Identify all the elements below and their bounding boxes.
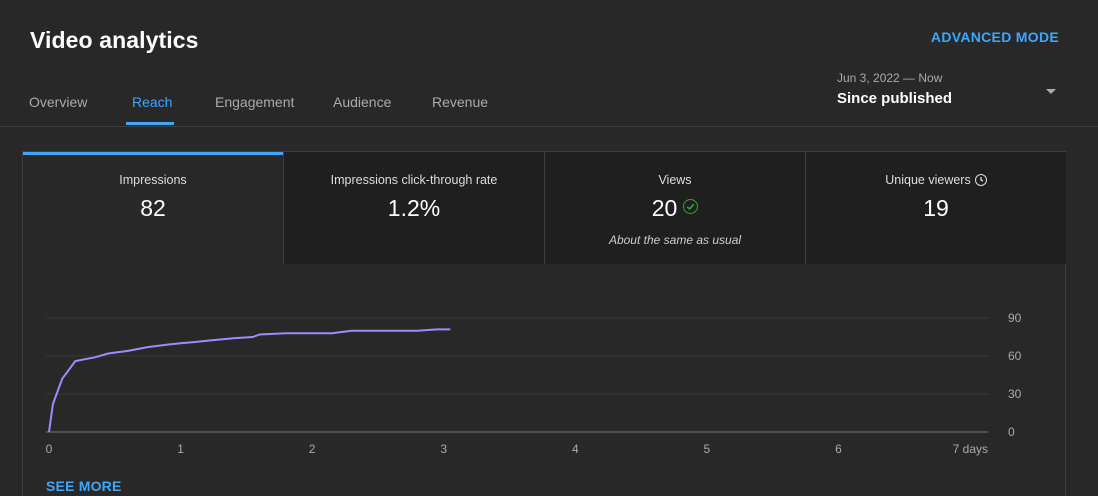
see-more-link[interactable]: SEE MORE (46, 478, 122, 494)
metric-impressions[interactable]: Impressions 82 (23, 152, 283, 264)
clock-icon[interactable] (974, 174, 987, 186)
metric-label: Views (658, 173, 692, 187)
metrics-card: Impressions 82 Impressions click-through… (22, 151, 1066, 496)
metric-value-row: 20 (545, 195, 805, 222)
divider (283, 152, 284, 264)
metric-views[interactable]: Views 20 About the same as usual (545, 152, 805, 264)
x-tick-label: 4 (572, 442, 579, 456)
divider (544, 152, 545, 264)
page-title: Video analytics (30, 27, 199, 53)
x-tick-label: 5 (704, 442, 711, 456)
x-tick-label: 1 (177, 442, 184, 456)
tab-reach[interactable]: Reach (132, 94, 173, 110)
metric-note: About the same as usual (608, 233, 742, 247)
tab-revenue[interactable]: Revenue (432, 94, 489, 110)
date-range-text: Jun 3, 2022 — Now (837, 71, 943, 85)
date-range-label: Since published (837, 90, 953, 107)
metric-value: 82 (140, 195, 166, 221)
check-circle-icon (683, 199, 699, 214)
metric-label-row: Unique viewers (806, 173, 1066, 187)
metric-value: 1.2% (387, 195, 441, 221)
x-tick-label: 3 (440, 442, 447, 456)
metric-label: Impressions (119, 173, 187, 187)
metric-ctr[interactable]: Impressions click-through rate 1.2% (284, 152, 544, 264)
active-tab-indicator (126, 122, 174, 125)
y-tick-label: 0 (1008, 425, 1015, 439)
metric-value: 19 (923, 195, 949, 221)
x-tick-label: 2 (309, 442, 316, 456)
x-tick-label: 7 days (953, 442, 988, 456)
metric-label: Impressions click-through rate (330, 173, 498, 187)
y-tick-label: 60 (1008, 349, 1022, 363)
header-divider (0, 126, 1098, 127)
tab-audience[interactable]: Audience (333, 94, 392, 110)
divider (805, 152, 806, 264)
advanced-mode-button[interactable]: ADVANCED MODE (930, 29, 1059, 45)
y-tick-label: 30 (1008, 387, 1022, 401)
x-tick-label: 0 (46, 442, 53, 456)
tab-overview[interactable]: Overview (29, 94, 88, 110)
metric-label: Unique viewers (885, 173, 971, 187)
date-range-selector[interactable]: Jun 3, 2022 — Now Since published (837, 71, 952, 107)
metric-unique-viewers[interactable]: Unique viewers 19 (806, 152, 1066, 264)
dropdown-arrow-icon[interactable] (1046, 89, 1056, 94)
x-tick-label: 6 (835, 442, 842, 456)
metric-value: 20 (651, 195, 678, 221)
impressions-line (48, 328, 451, 433)
y-tick-label: 90 (1008, 311, 1022, 325)
tab-engagement[interactable]: Engagement (215, 94, 295, 110)
